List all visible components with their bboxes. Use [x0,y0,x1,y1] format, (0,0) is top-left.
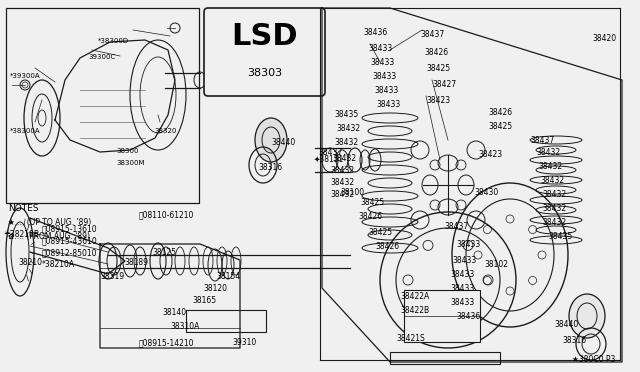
Text: 38433: 38433 [372,72,396,81]
Text: 38433: 38433 [456,240,480,249]
Text: 38300: 38300 [116,148,138,154]
Text: 38432: 38432 [334,138,358,147]
Text: 38421S: 38421S [396,334,425,343]
Text: ★380C0 P3: ★380C0 P3 [572,355,616,364]
Text: 38435: 38435 [334,110,358,119]
Text: 38433: 38433 [450,270,474,279]
Text: 38432: 38432 [536,148,560,157]
Text: 38316: 38316 [562,336,586,345]
Text: 38432: 38432 [542,190,566,199]
Text: LSD: LSD [232,22,298,51]
Text: 38316: 38316 [258,163,282,172]
Text: 38433: 38433 [376,100,400,109]
Text: 38425: 38425 [360,198,384,207]
Text: 38440: 38440 [271,138,295,147]
Text: 38310A: 38310A [170,322,200,331]
Text: *38300A: *38300A [10,128,40,134]
Text: 38437: 38437 [318,148,342,157]
Text: 38436: 38436 [456,312,480,321]
Text: 38435: 38435 [548,232,572,241]
Text: 38140: 38140 [162,308,186,317]
Text: ★.... (UP TO AUG. '89): ★.... (UP TO AUG. '89) [8,218,92,227]
FancyBboxPatch shape [204,8,325,96]
Text: NOTES: NOTES [8,204,38,213]
Text: ✦38151: ✦38151 [314,155,344,164]
Text: 38433: 38433 [370,58,394,67]
Text: 38425: 38425 [368,228,392,237]
Text: 38426: 38426 [488,108,512,117]
Ellipse shape [255,118,287,162]
Text: 38433: 38433 [450,284,474,293]
Ellipse shape [262,127,280,153]
Text: 38100: 38100 [340,188,364,197]
Text: 38426: 38426 [424,48,448,57]
Text: *38210A: *38210A [42,260,75,269]
Text: Ⓦ08915-43610: Ⓦ08915-43610 [42,236,98,245]
Text: ☔38210B: ☔38210B [4,230,40,239]
Text: 38430: 38430 [474,188,499,197]
Bar [390,352,500,364]
Text: 38120: 38120 [203,284,227,293]
Text: 38432: 38432 [542,218,566,227]
Bar [6,8,199,203]
Text: 38426: 38426 [375,242,399,251]
Text: 38433: 38433 [368,44,392,53]
Text: 38432: 38432 [330,190,354,199]
Text: 38422A: 38422A [400,292,429,301]
Text: 38433: 38433 [452,256,476,265]
Text: 38432: 38432 [540,176,564,185]
Bar [186,310,266,332]
Text: 38432: 38432 [542,204,566,213]
Text: ✿.... (FROM AUG. '89): ✿.... (FROM AUG. '89) [8,232,90,241]
Text: 38432: 38432 [336,124,360,133]
Text: 38432: 38432 [538,162,562,171]
Text: 38437: 38437 [530,136,554,145]
Text: Ⓑ08110-61210: Ⓑ08110-61210 [139,210,195,219]
Text: 38420: 38420 [592,34,616,43]
Text: 38423: 38423 [426,96,450,105]
Text: Ⓦ08915-14210: Ⓦ08915-14210 [139,338,195,347]
Text: 38102: 38102 [484,260,508,269]
Text: 38426: 38426 [358,212,382,221]
Text: *38300D: *38300D [98,38,129,44]
Text: 38432: 38432 [332,154,356,163]
Text: 38425: 38425 [426,64,450,73]
Text: 38125: 38125 [152,248,176,257]
Text: 38433: 38433 [450,298,474,307]
Text: 38440: 38440 [554,320,579,329]
Text: 38300M: 38300M [116,160,145,166]
Text: 38319: 38319 [100,272,124,281]
Text: Ⓝ08912-85010: Ⓝ08912-85010 [42,248,97,257]
Text: 39300C: 39300C [88,54,115,60]
Text: 38165: 38165 [192,296,216,305]
Text: 38425: 38425 [488,122,512,131]
Text: 38422B: 38422B [400,306,429,315]
Text: 38437: 38437 [444,222,468,231]
Text: 38303: 38303 [248,68,283,78]
Text: Ⓦ08915-13610: Ⓦ08915-13610 [42,224,98,233]
Text: 38189: 38189 [124,258,148,267]
Text: 38423: 38423 [478,150,502,159]
Text: 38427: 38427 [432,80,456,89]
Text: 38210: 38210 [18,258,42,267]
Text: 38432: 38432 [330,166,354,175]
Text: 39310: 39310 [232,338,256,347]
Ellipse shape [569,294,605,338]
Text: 38320: 38320 [154,128,177,134]
Text: 38437: 38437 [420,30,444,39]
Text: 38436: 38436 [363,28,387,37]
Text: 38432: 38432 [330,178,354,187]
Text: *39300A: *39300A [10,73,40,79]
Text: 38433: 38433 [374,86,398,95]
Bar [404,290,480,342]
Text: 38154: 38154 [216,272,240,281]
Ellipse shape [577,303,597,329]
